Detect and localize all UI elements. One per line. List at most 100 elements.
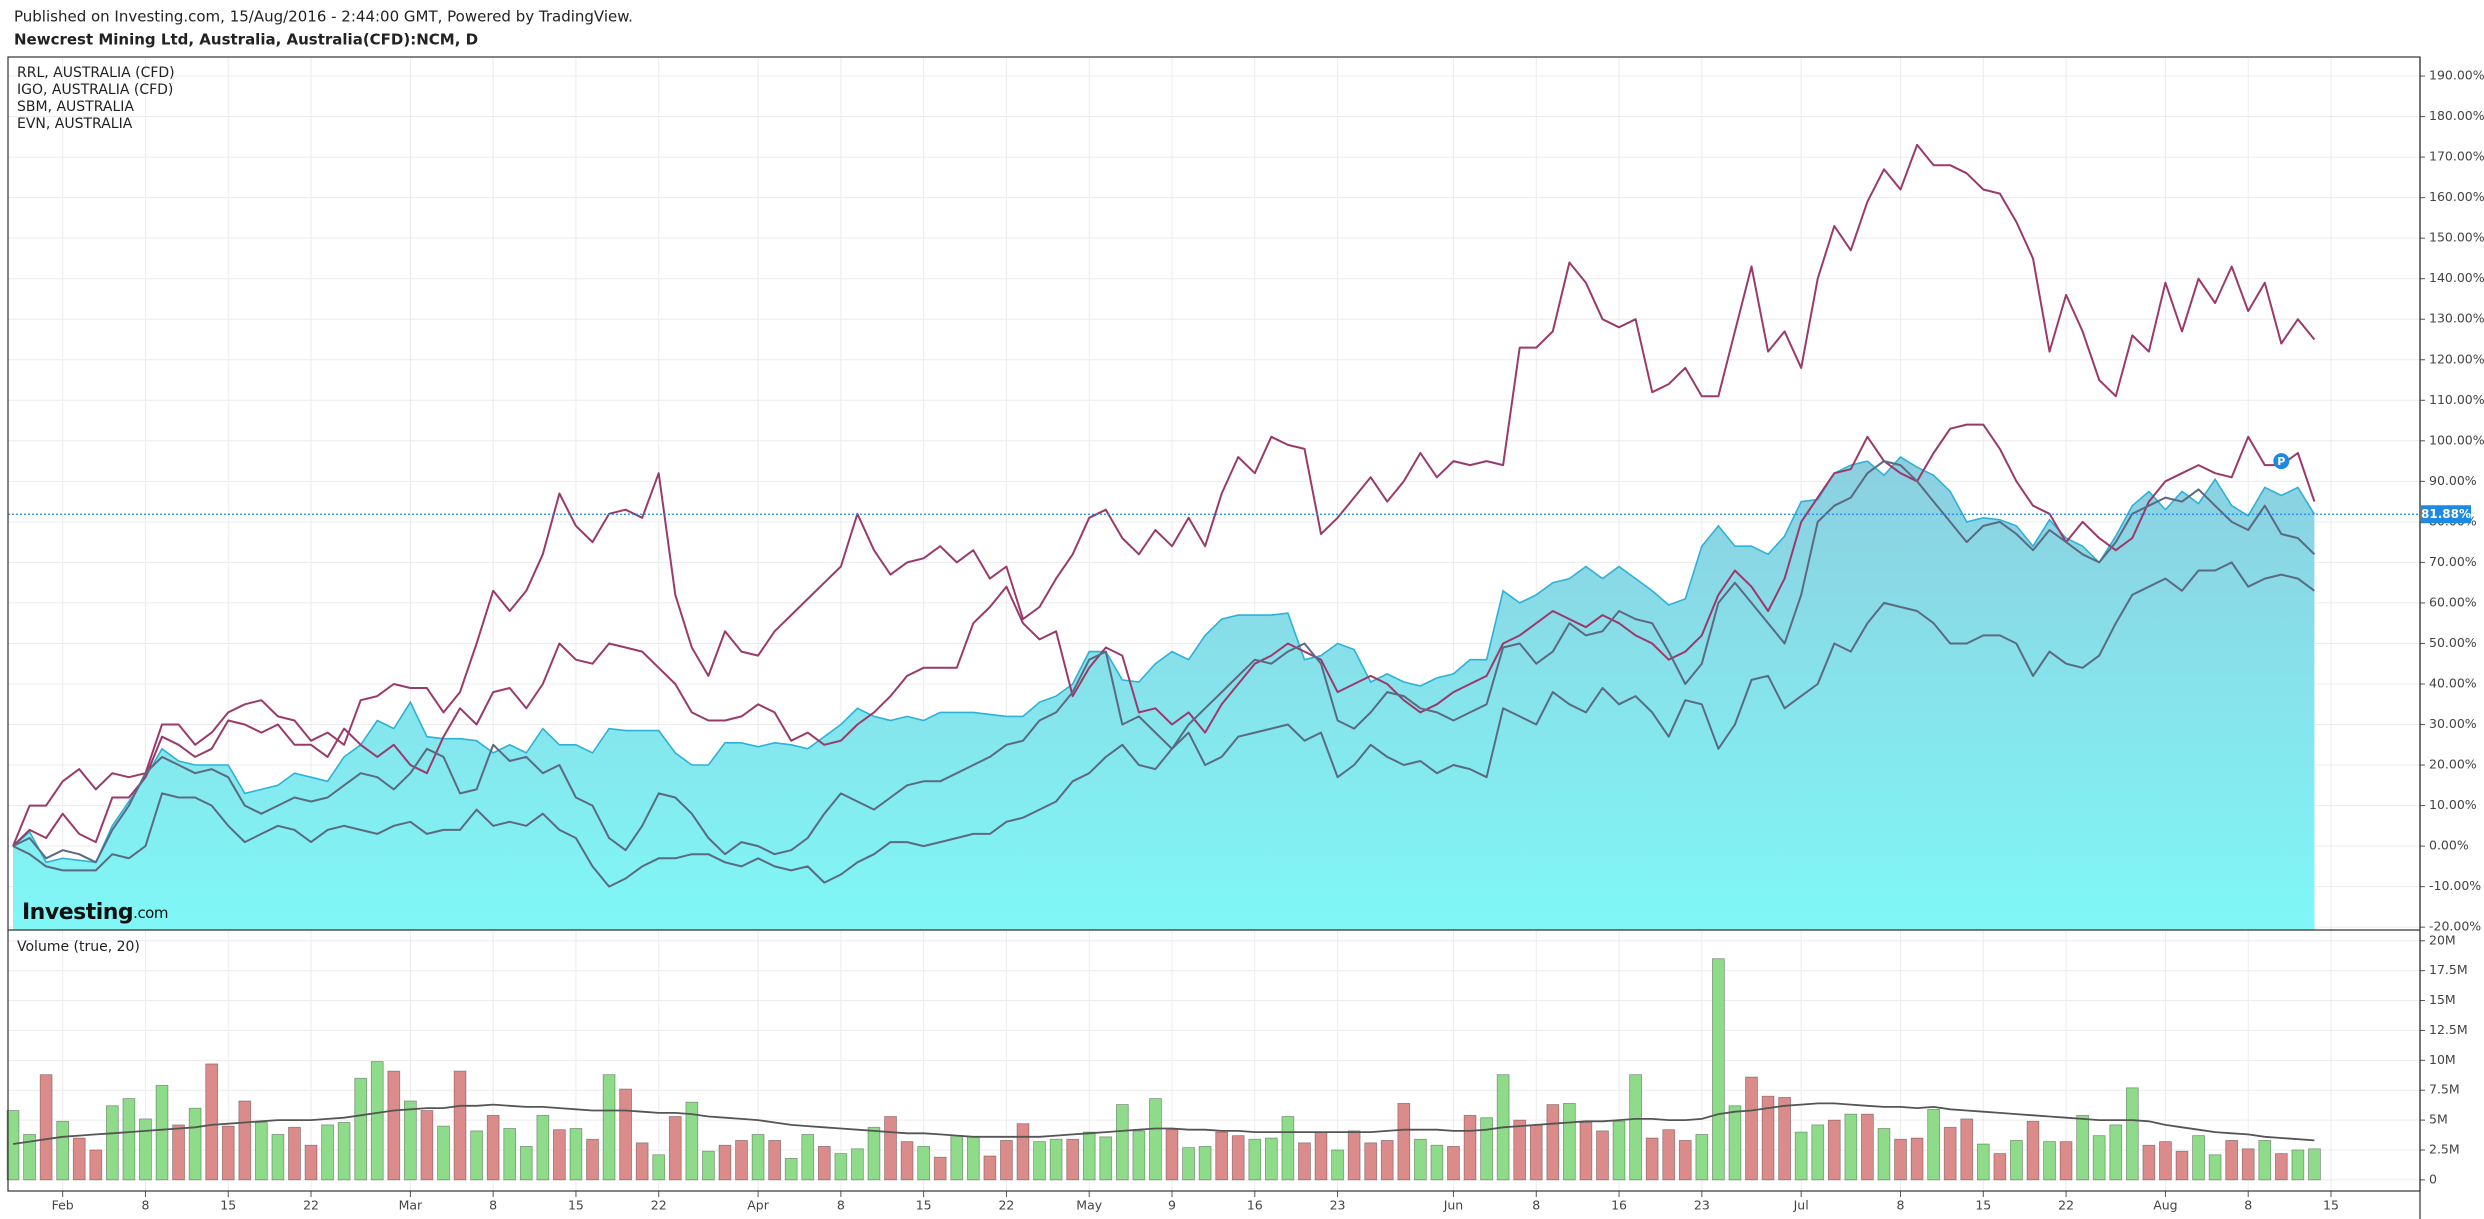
series-line [12,460,2316,864]
watermark: Investing.com [22,900,168,925]
volume-bar [966,1136,980,1181]
volume-bar [1430,1144,1444,1181]
volume-bar [2142,1144,2156,1181]
volume-bar [155,1085,169,1181]
x-tick-label: 9 [1168,1198,1176,1213]
volume-bar [668,1116,682,1181]
volume-bar [1877,1128,1891,1181]
volume-bar [1563,1102,1576,1181]
volume-bar [2274,1153,2288,1181]
y-tick-label: 15M [2429,992,2456,1007]
volume-bar [2059,1141,2073,1181]
volume-bar [1380,1140,1394,1181]
volume-bar [685,1101,699,1181]
volume-bar [1331,1149,1344,1181]
x-tick-label: Jul [1793,1198,1809,1213]
volume-bar [1894,1138,1907,1181]
x-tick-label: 22 [2058,1198,2074,1213]
marker-label: P [2277,455,2285,468]
volume-bar [2258,1140,2272,1181]
volume-bar [288,1126,301,1181]
volume-bar [1231,1135,1245,1181]
volume-bar [1596,1130,1609,1181]
y-tick-label: 180.00% [2429,108,2484,123]
x-tick-label: 22 [651,1198,667,1213]
volume-bar [801,1134,815,1181]
volume-bar [72,1137,86,1181]
volume-bar [900,1141,914,1181]
volume-bar [205,1063,219,1181]
volume-bar [735,1140,748,1181]
legend-entry: EVN, AUSTRALIA [17,116,133,132]
volume-bar [1612,1120,1626,1181]
x-tick-label: 22 [998,1198,1014,1213]
volume-bar [1579,1122,1593,1181]
volume-bar [354,1077,368,1181]
symbol-title: Newcrest Mining Ltd, Australia, Australi… [14,31,478,49]
volume-bar [1463,1114,1477,1181]
volume-bar [89,1149,103,1181]
volume-bar [1033,1141,1046,1181]
volume-bar [486,1114,500,1181]
volume-bar [652,1154,666,1181]
volume-bar [2092,1135,2106,1181]
volume-bar [1281,1116,1295,1181]
watermark-brand: Investing [22,900,133,925]
volume-bar [519,1146,533,1181]
volume-bar [586,1138,599,1181]
x-tick-label: 8 [141,1198,149,1213]
text-layer: Feb 8 15 22 Mar 8 15 22 Apr 8 15 22 May 9 16 23 Jun 8 16 23… [17,65,2484,1213]
x-tick-label: 8 [837,1198,845,1213]
volume-bar [2225,1140,2239,1181]
volume-bar [1314,1131,1328,1181]
volume-bar [503,1128,517,1181]
volume-bar [536,1114,550,1181]
y-tick-label: 0 [2429,1171,2437,1186]
volume-bar [6,1110,20,1181]
legend-entry: IGO, AUSTRALIA (CFD) [17,82,173,98]
volume-bar [851,1148,864,1181]
volume-bar [1728,1105,1742,1181]
x-tick-label: 8 [1532,1198,1540,1213]
volume-bar [1861,1113,1874,1181]
volume-bar [105,1105,119,1181]
volume-bar [1513,1119,1527,1181]
volume-bar [2010,1140,2023,1181]
volume-bar [1215,1131,1229,1181]
volume-bar [1910,1137,1924,1181]
volume-bar [172,1124,185,1181]
volume-bar [2043,1141,2056,1181]
volume-bar [1678,1140,1692,1181]
volume-title: Volume (true, 20) [17,939,140,955]
y-tick-label: 100.00% [2429,432,2484,447]
y-tick-label: 17.5M [2429,962,2468,977]
volume-bar [304,1144,318,1181]
y-tick-label: 7.5M [2429,1082,2460,1097]
volume-bar [817,1146,831,1181]
volume-bar [1132,1130,1146,1181]
y-tick-label: -10.00% [2429,878,2481,893]
volume-bar [1397,1102,1411,1181]
x-tick-label: 15 [916,1198,932,1213]
x-tick-label: 16 [1247,1198,1263,1213]
volume-bar [635,1142,649,1181]
volume-bar [1413,1138,1427,1181]
volume-bar [420,1110,434,1181]
area-line [12,455,2316,864]
series-line [12,423,2316,847]
volume-bar [553,1129,566,1181]
x-tick-label: Apr [747,1198,769,1213]
y-tick-label: 2.5M [2429,1141,2460,1156]
x-tick-label: 23 [1330,1198,1346,1213]
legend-entry: RRL, AUSTRALIA (CFD) [17,65,175,81]
volume-bar [1745,1076,1758,1181]
volume-bar [2208,1154,2222,1181]
volume-bar [437,1125,450,1181]
volume-bar [1264,1137,1278,1181]
x-tick-label: 8 [489,1198,497,1213]
volume-bar [1778,1096,1791,1181]
x-tick-label: Jun [1443,1198,1464,1213]
volume-bar [2125,1087,2139,1181]
y-tick-label: 20M [2429,932,2456,947]
volume-bar [337,1122,351,1181]
